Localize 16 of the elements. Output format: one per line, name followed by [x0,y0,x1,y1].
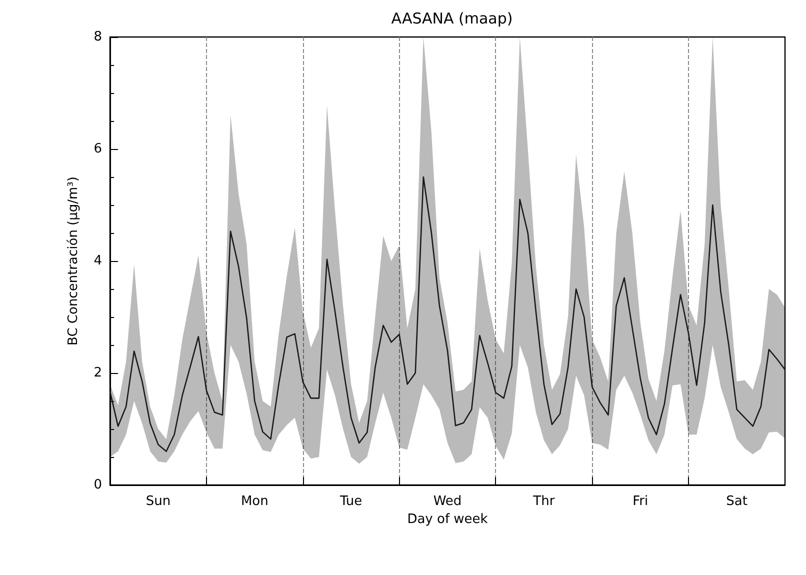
chart-title: AASANA (maap) [391,10,513,28]
x-tick-label: Tue [338,494,362,509]
x-axis-title: Day of week [407,512,488,527]
y-tick-label: 6 [94,142,102,156]
y-axis-title: BC Concentración (μg/m³) [66,176,81,346]
x-tick-label: Wed [433,494,462,509]
y-tick-label: 8 [94,30,102,44]
x-tick-label: Sun [146,494,171,509]
x-tick-label: Thr [532,494,556,509]
y-tick-label: 2 [94,366,102,380]
y-tick-label: 0 [94,478,102,492]
x-tick-label: Sat [726,494,748,509]
x-tick-label: Mon [240,494,268,509]
line-series [109,176,786,452]
y-tick-label: 4 [94,254,102,268]
x-tick-label: Fri [632,494,648,509]
